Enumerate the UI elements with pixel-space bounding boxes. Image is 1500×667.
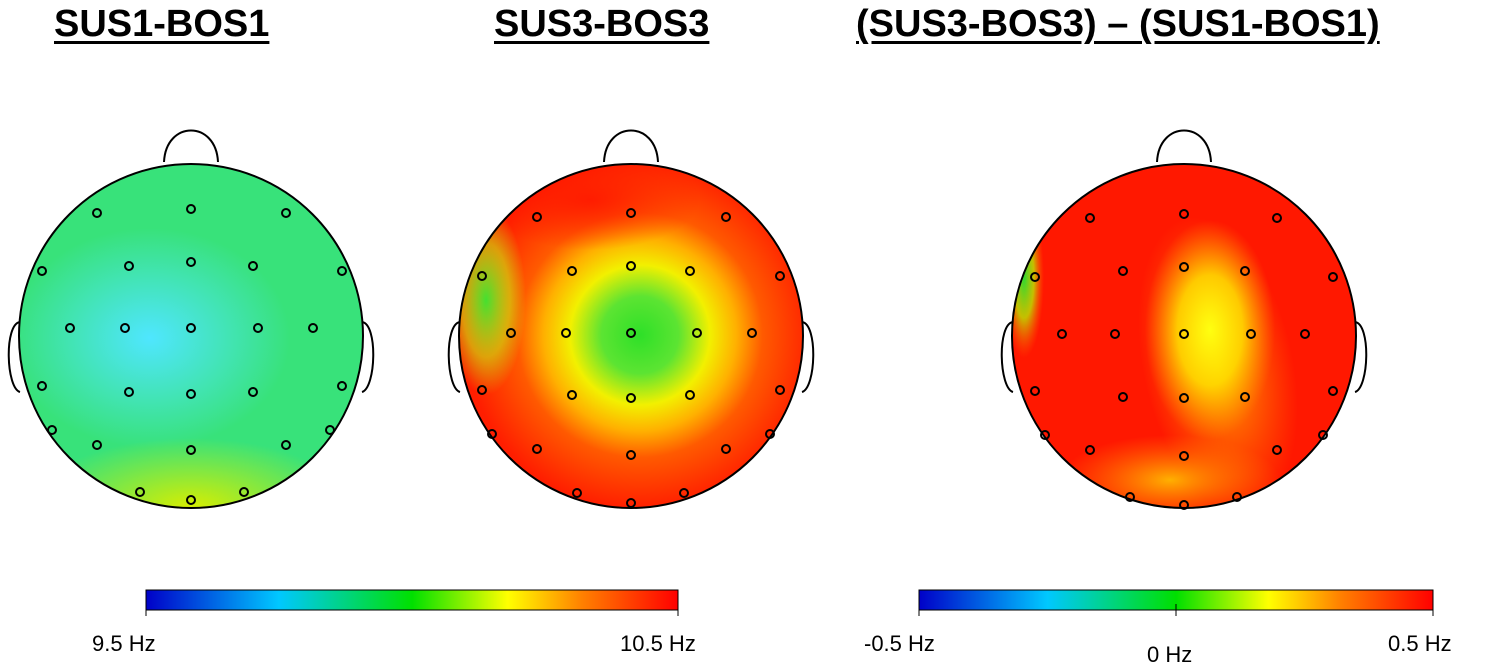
nose-outline bbox=[603, 129, 659, 163]
map-title-sus3-bos3: SUS3-BOS3 bbox=[494, 3, 710, 45]
colorbar-absolute-max-label: 10.5 Hz bbox=[620, 631, 696, 656]
nose-outline bbox=[163, 129, 219, 163]
topomap-sus1-bos1 bbox=[7, 129, 375, 509]
colorbar-absolute-min-label: 9.5 Hz bbox=[92, 631, 156, 656]
topographic-maps bbox=[7, 129, 1368, 510]
electrode-sites bbox=[1030, 209, 1338, 510]
nose-outline bbox=[1156, 129, 1212, 163]
colorbar-absolute bbox=[145, 589, 679, 616]
colorbar-difference-max-label: 0.5 Hz bbox=[1388, 631, 1452, 656]
colorbar-difference-mid-label: 0 Hz bbox=[1147, 642, 1193, 667]
colorbar-difference bbox=[918, 589, 1434, 616]
topomap-difference bbox=[1000, 129, 1368, 510]
electrode-sites bbox=[477, 208, 785, 508]
electrode-sites bbox=[37, 204, 347, 505]
left-ear-outline bbox=[7, 321, 21, 393]
right-ear-outline bbox=[801, 321, 815, 393]
right-ear-outline bbox=[1354, 321, 1368, 393]
colorbars bbox=[145, 589, 1434, 616]
topomap-sus3-bos3 bbox=[447, 129, 815, 509]
right-ear-outline bbox=[361, 321, 375, 393]
map-title-sus1-bos1: SUS1-BOS1 bbox=[54, 3, 270, 45]
colorbar-difference-min-label: -0.5 Hz bbox=[864, 631, 935, 656]
left-ear-outline bbox=[1000, 321, 1014, 393]
map-title-difference: (SUS3-BOS3) – (SUS1-BOS1) bbox=[856, 3, 1380, 45]
left-ear-outline bbox=[447, 321, 461, 393]
head-outline bbox=[18, 163, 364, 509]
